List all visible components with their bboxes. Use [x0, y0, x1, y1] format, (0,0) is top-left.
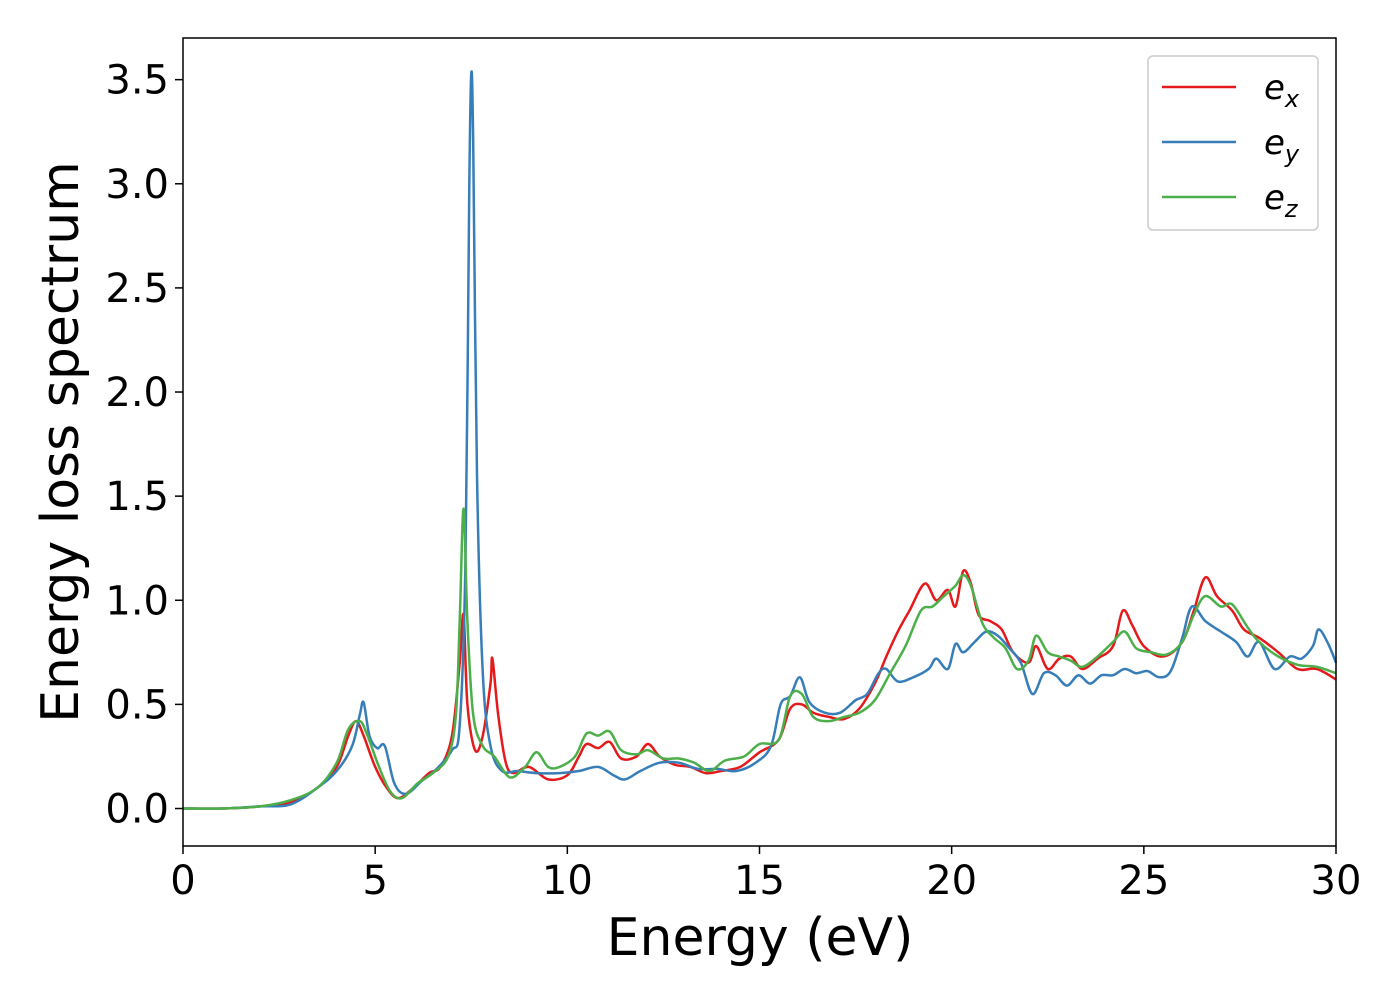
- x-axis-label: Energy (eV): [607, 908, 914, 968]
- axis-ticks: 0 5 10 15 20 25 30 0.0 0.5 1.0 1.5 2.0 2.5 3.0 3.5: [105, 58, 1361, 904]
- series-lines: [182, 70, 1338, 810]
- y-axis-label: Energy loss spectrum: [31, 161, 91, 723]
- x-tick-label: 0: [170, 858, 195, 904]
- y-tick-label: 1.5: [105, 474, 169, 520]
- y-tick-label: 0.0: [105, 787, 169, 833]
- series-line-z: [182, 507, 1337, 810]
- x-tick-label: 20: [926, 858, 977, 904]
- y-tick-label: 0.5: [105, 682, 169, 728]
- legend: ex ey ez: [1147, 55, 1319, 231]
- legend-label-y: ey: [1264, 123, 1300, 168]
- x-tick-label: 10: [542, 858, 593, 904]
- plot-frame: [182, 37, 1337, 847]
- series-line-x: [182, 568, 1337, 810]
- y-tick-label: 2.5: [105, 266, 169, 312]
- x-tick-label: 5: [362, 858, 387, 904]
- legend-label-z: ez: [1264, 178, 1299, 223]
- y-tick-label: 3.5: [105, 58, 169, 104]
- y-tick-label: 3.0: [105, 162, 169, 208]
- y-tick-label: 2.0: [105, 370, 169, 416]
- legend-label-x: ex: [1264, 68, 1300, 113]
- y-tick-label: 1.0: [105, 578, 169, 624]
- x-tick-label: 25: [1118, 858, 1169, 904]
- x-tick-label: 30: [1311, 858, 1362, 904]
- x-tick-label: 15: [734, 858, 785, 904]
